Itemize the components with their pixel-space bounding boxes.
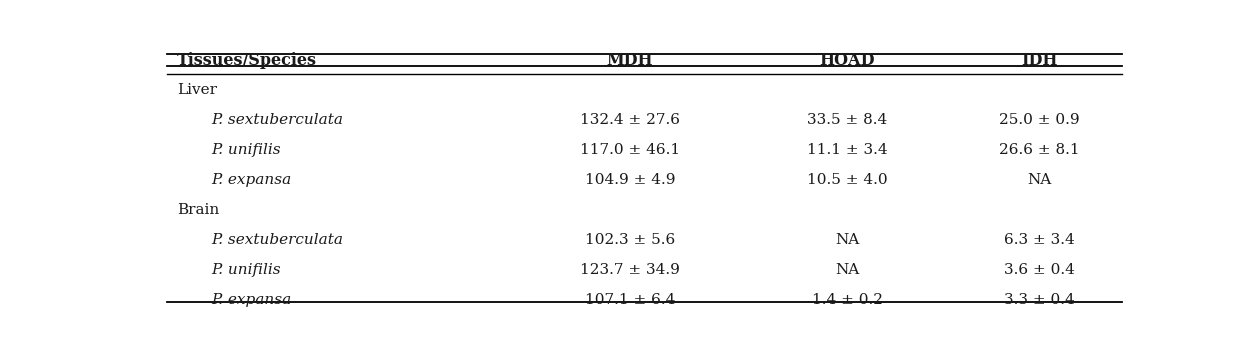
- Text: 1.4 ± 0.2: 1.4 ± 0.2: [811, 293, 883, 307]
- Text: IDH: IDH: [1021, 52, 1058, 69]
- Text: 132.4 ± 27.6: 132.4 ± 27.6: [580, 113, 681, 127]
- Text: 25.0 ± 0.9: 25.0 ± 0.9: [999, 113, 1079, 127]
- Text: 107.1 ± 6.4: 107.1 ± 6.4: [585, 293, 676, 307]
- Text: 117.0 ± 46.1: 117.0 ± 46.1: [580, 143, 681, 157]
- Text: 3.3 ± 0.4: 3.3 ± 0.4: [1004, 293, 1074, 307]
- Text: Liver: Liver: [176, 83, 216, 97]
- Text: NA: NA: [1028, 173, 1052, 187]
- Text: P. sextuberculata: P. sextuberculata: [211, 233, 343, 247]
- Text: 123.7 ± 34.9: 123.7 ± 34.9: [580, 263, 681, 277]
- Text: 102.3 ± 5.6: 102.3 ± 5.6: [585, 233, 676, 247]
- Text: NA: NA: [835, 263, 859, 277]
- Text: HOAD: HOAD: [819, 52, 874, 69]
- Text: MDH: MDH: [606, 52, 653, 69]
- Text: 11.1 ± 3.4: 11.1 ± 3.4: [806, 143, 887, 157]
- Text: 26.6 ± 8.1: 26.6 ± 8.1: [999, 143, 1079, 157]
- Text: Tissues/Species: Tissues/Species: [176, 52, 317, 69]
- Text: P. expansa: P. expansa: [211, 173, 291, 187]
- Text: 6.3 ± 3.4: 6.3 ± 3.4: [1004, 233, 1074, 247]
- Text: P. sextuberculata: P. sextuberculata: [211, 113, 343, 127]
- Text: Brain: Brain: [176, 203, 219, 217]
- Text: P. unifilis: P. unifilis: [211, 143, 281, 157]
- Text: 104.9 ± 4.9: 104.9 ± 4.9: [585, 173, 676, 187]
- Text: P. expansa: P. expansa: [211, 293, 291, 307]
- Text: 10.5 ± 4.0: 10.5 ± 4.0: [806, 173, 887, 187]
- Text: 33.5 ± 8.4: 33.5 ± 8.4: [806, 113, 887, 127]
- Text: 3.6 ± 0.4: 3.6 ± 0.4: [1004, 263, 1076, 277]
- Text: P. unifilis: P. unifilis: [211, 263, 281, 277]
- Text: NA: NA: [835, 233, 859, 247]
